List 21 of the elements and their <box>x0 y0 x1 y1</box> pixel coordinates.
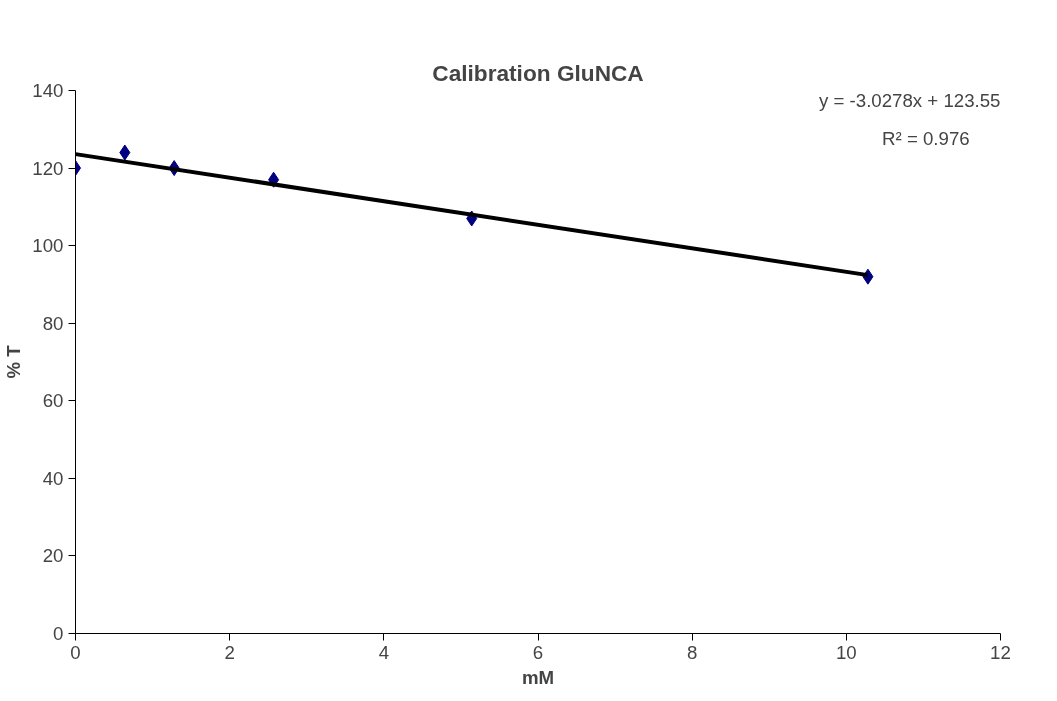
y-tick-label: 40 <box>42 467 64 489</box>
x-tick-label: 4 <box>378 641 390 663</box>
y-tick-label: 120 <box>32 157 64 179</box>
x-tick-label: 12 <box>990 641 1011 663</box>
x-tick-label: 10 <box>835 641 857 663</box>
chart-title: Calibration GluNCA <box>432 59 644 86</box>
point <box>119 144 131 161</box>
x-tick-label: 6 <box>532 641 544 663</box>
y-tick-label: 80 <box>42 312 64 334</box>
y-tick-label: 100 <box>32 235 64 257</box>
y-tick-label: 140 <box>32 80 64 101</box>
x-tick-label: 2 <box>224 641 235 663</box>
y-tick-label: 0 <box>53 623 64 644</box>
annotation: R² = 0.976 <box>882 128 970 150</box>
y-axis-title: % T <box>3 344 25 379</box>
x-tick-label: 0 <box>70 641 81 663</box>
x-axis-title: mM <box>521 666 555 688</box>
x-tick-label: 8 <box>686 641 698 663</box>
y-tick-label: 20 <box>42 545 64 567</box>
annotation: y = -3.0278x + 123.55 <box>818 90 1001 112</box>
y-tick-label: 60 <box>42 390 64 412</box>
